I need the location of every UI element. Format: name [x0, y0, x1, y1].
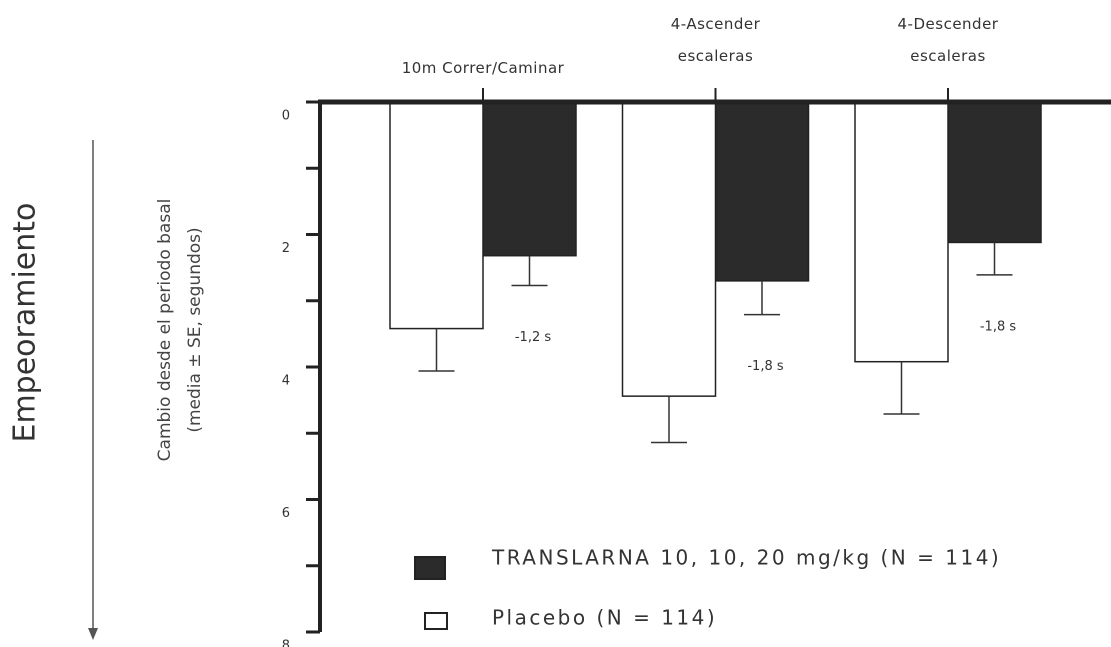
- x-tick-label: 4-Descender escaleras: [897, 15, 999, 65]
- error-bar: [976, 242, 1013, 276]
- y-tick-label: 6: [282, 506, 290, 521]
- x-tick-label: 10m Correr/Caminar: [401, 59, 565, 77]
- bar: [621, 101, 717, 397]
- legend-swatch: [414, 556, 446, 580]
- y-tick-label: 2: [282, 241, 290, 256]
- y-tick-label: 0: [282, 109, 290, 124]
- arrow-head: [88, 628, 98, 640]
- side-label: Empeoramiento: [7, 202, 43, 443]
- error-bar: [883, 361, 920, 415]
- bar: [714, 101, 810, 282]
- bar: [854, 101, 949, 363]
- legend-label: Placebo (N = 114): [492, 606, 717, 630]
- legend-label: TRANSLARNA 10, 10, 20 mg/kg (N = 114): [491, 546, 1001, 570]
- bar: [947, 101, 1042, 244]
- error-bar: [418, 328, 455, 372]
- error-bar: [744, 280, 780, 316]
- legend-swatch: [424, 612, 448, 630]
- y-tick-label: 8: [282, 639, 290, 647]
- y-tick-label: 4: [282, 374, 290, 389]
- annotation: -1,2 s: [515, 330, 551, 345]
- annotation: -1,8 s: [980, 319, 1016, 334]
- bar: [389, 101, 484, 330]
- x-tick-label: 4-Ascender escaleras: [670, 15, 761, 65]
- annotation: -1,8 s: [747, 359, 783, 374]
- bar: [482, 101, 577, 257]
- error-bar: [651, 396, 687, 444]
- error-bar: [511, 255, 548, 287]
- y-axis-label: Cambio desde el periodo basal (media ± S…: [155, 198, 205, 462]
